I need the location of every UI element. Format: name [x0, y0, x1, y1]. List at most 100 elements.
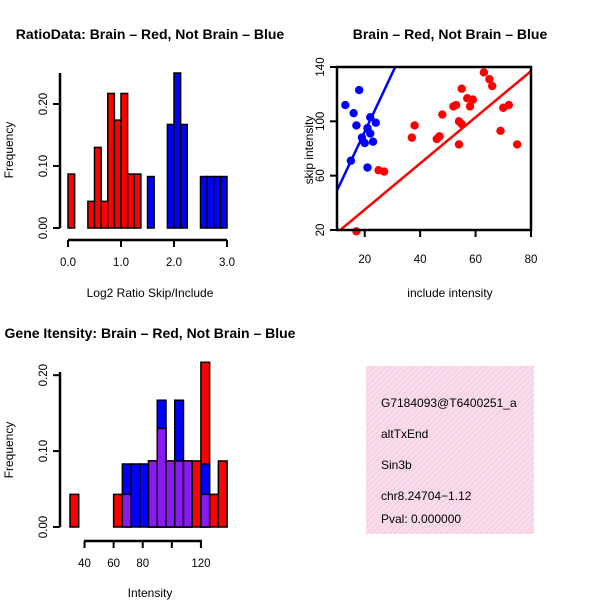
scatter-fit-line-brain: [338, 70, 531, 230]
scatter-point-brain-18: [485, 75, 494, 84]
scatter-x-tick-label-0: 20: [358, 254, 371, 266]
intensity-y-tick-label-2: 0.20: [38, 364, 50, 386]
ratio-bar-brain-1: [87, 200, 96, 229]
info-background: [366, 366, 534, 534]
scatter-point-not-brain-9: [366, 129, 375, 138]
intensity-bar-overlap-5: [182, 460, 193, 528]
intensity-histogram-title: Gene Itensity: Brain – Red, Not Brain – …: [5, 325, 296, 341]
scatter-point-not-brain-1: [346, 156, 356, 165]
scatter-point-not-brain-4: [354, 85, 364, 95]
intensity-bar-brain-10: [217, 460, 228, 528]
scatter-point-brain-15: [465, 102, 475, 111]
ratio-bar-brain-8: [133, 173, 142, 229]
ratio-x-tick-label-0: 0.0: [60, 257, 76, 269]
intensity-bar-brain-0: [69, 493, 80, 528]
intensity-x-tick-label-3: 120: [191, 558, 210, 570]
scatter-point-not-brain-6: [360, 138, 369, 148]
scatter-y-tick-label-2: 100: [315, 112, 327, 131]
intensity-bar-overlap-3: [165, 460, 176, 528]
scatter-point-brain-6: [435, 132, 444, 141]
probe-id-text: G7184093@T6400251_a: [381, 396, 517, 410]
scatter-point-not-brain-2: [349, 108, 358, 118]
scatter-plot-box: [335, 65, 533, 232]
intensity-x-tick-label-1: 60: [107, 558, 120, 570]
ratio-bar-brain-2: [93, 146, 102, 229]
intensity-bar-brain-1: [112, 493, 124, 528]
intensity-bar-overlap-4: [173, 460, 185, 528]
ratio-histogram-ylabel: Frequency: [2, 122, 16, 179]
intensity-histogram-bars: [69, 361, 228, 528]
scatter-point-brain-10: [454, 140, 464, 149]
intensity-scatter-panel: Brain – Red, Not Brain – Blue 20 40 60 80 20…: [302, 26, 547, 300]
scatter-x-tick-label-3: 80: [525, 254, 538, 266]
ratio-bar-brain-0: [67, 173, 76, 229]
scatter-x-tick-label-1: 40: [414, 254, 427, 266]
scatter-point-brain-13: [457, 119, 466, 129]
scatter-point-brain-19: [488, 81, 497, 91]
intensity-histogram-panel: Gene Itensity: Brain – Red, Not Brain – …: [2, 325, 296, 600]
scatter-point-brain-2: [379, 167, 389, 176]
intensity-bar-overlap-6: [200, 493, 211, 528]
scatter-point-brain-9: [451, 100, 461, 110]
ratio-bar-brain-3: [100, 200, 109, 229]
pval-text: Pval: 0.000000: [381, 512, 461, 526]
ratio-x-tick-label-2: 2.0: [166, 257, 182, 269]
intensity-bar-overlap-0: [121, 493, 132, 528]
ratio-histogram-title: RatioData: Brain – Red, Not Brain – Blue: [16, 26, 285, 42]
gene-name-text: Sin3b: [381, 458, 412, 472]
ratio-bar-not-brain-1: [166, 123, 175, 229]
scatter-point-not-brain-12: [371, 118, 380, 127]
intensity-x-tick-label-0: 40: [78, 558, 91, 570]
scatter-xlabel: include intensity: [407, 286, 492, 300]
scatter-point-brain-7: [438, 110, 447, 119]
ratio-bar-not-brain-7: [219, 175, 228, 229]
scatter-point-brain-22: [504, 100, 514, 110]
scatter-point-not-brain-3: [352, 121, 361, 130]
ratio-histogram-panel: RatioData: Brain – Red, Not Brain – Blue…: [2, 26, 284, 300]
scatter-axes: 20 40 60 80 20 60 100 140: [315, 57, 537, 266]
ratio-bar-not-brain-6: [213, 175, 222, 229]
scatter-point-not-brain-0: [341, 100, 350, 110]
intensity-bar-not-brain-2: [139, 463, 150, 528]
ratio-bar-brain-6: [120, 92, 129, 229]
scatter-y-tick-label-0: 20: [315, 224, 327, 237]
intensity-bar-overlap-1: [147, 460, 159, 528]
intensity-histogram-axes: 40 60 80 120 0.00 0.10 0.20: [38, 364, 211, 570]
scatter-ylabel: skip intensity: [302, 116, 316, 185]
event-type-text: altTxEnd: [381, 427, 428, 441]
ratio-bar-not-brain-5: [206, 175, 215, 229]
scatter-point-brain-17: [479, 68, 489, 77]
info-panel: G7184093@T6400251_a altTxEnd Sin3b chr8.…: [366, 366, 534, 534]
location-text: chr8.24704−1.12: [381, 489, 472, 503]
ratio-bar-brain-5: [113, 119, 122, 229]
ratio-histogram-axes: 0.0 1.0 2.0 3.0 0.00 0.10 0.20: [38, 73, 235, 269]
scatter-y-tick-label-3: 140: [315, 57, 327, 76]
ratio-y-tick-label-2: 0.20: [38, 93, 50, 115]
scatter-point-brain-12: [457, 84, 466, 93]
ratio-bar-not-brain-4: [199, 175, 208, 229]
scatter-point-not-brain-11: [368, 137, 378, 146]
scatter-title: Brain – Red, Not Brain – Blue: [353, 26, 548, 42]
ratio-bar-brain-4: [107, 92, 116, 229]
scatter-x-tick-label-2: 60: [469, 254, 482, 266]
intensity-histogram-xlabel: Intensity: [128, 586, 173, 600]
scatter-point-brain-0: [352, 227, 361, 236]
scatter-point-not-brain-10: [366, 113, 375, 122]
ratio-histogram-xlabel: Log2 Ratio Skip/Include: [87, 286, 214, 300]
scatter-plot-area: [337, 67, 531, 236]
scatter-point-brain-23: [512, 140, 522, 149]
intensity-y-tick-label-1: 0.10: [38, 440, 50, 462]
intensity-x-tick-label-2: 80: [136, 558, 149, 570]
ratio-bar-not-brain-2: [173, 72, 182, 229]
intensity-y-tick-label-0: 0.00: [38, 516, 50, 538]
ratio-y-tick-label-1: 0.10: [38, 155, 50, 177]
ratio-y-tick-label-0: 0.00: [38, 217, 50, 239]
scatter-point-brain-20: [496, 126, 505, 136]
scatter-point-brain-16: [468, 95, 477, 104]
intensity-bar-brain-7: [191, 460, 202, 528]
scatter-point-brain-3: [407, 133, 417, 142]
intensity-histogram-ylabel: Frequency: [2, 422, 16, 479]
intensity-bar-overlap-2: [156, 427, 167, 528]
intensity-bar-brain-9: [208, 493, 220, 528]
